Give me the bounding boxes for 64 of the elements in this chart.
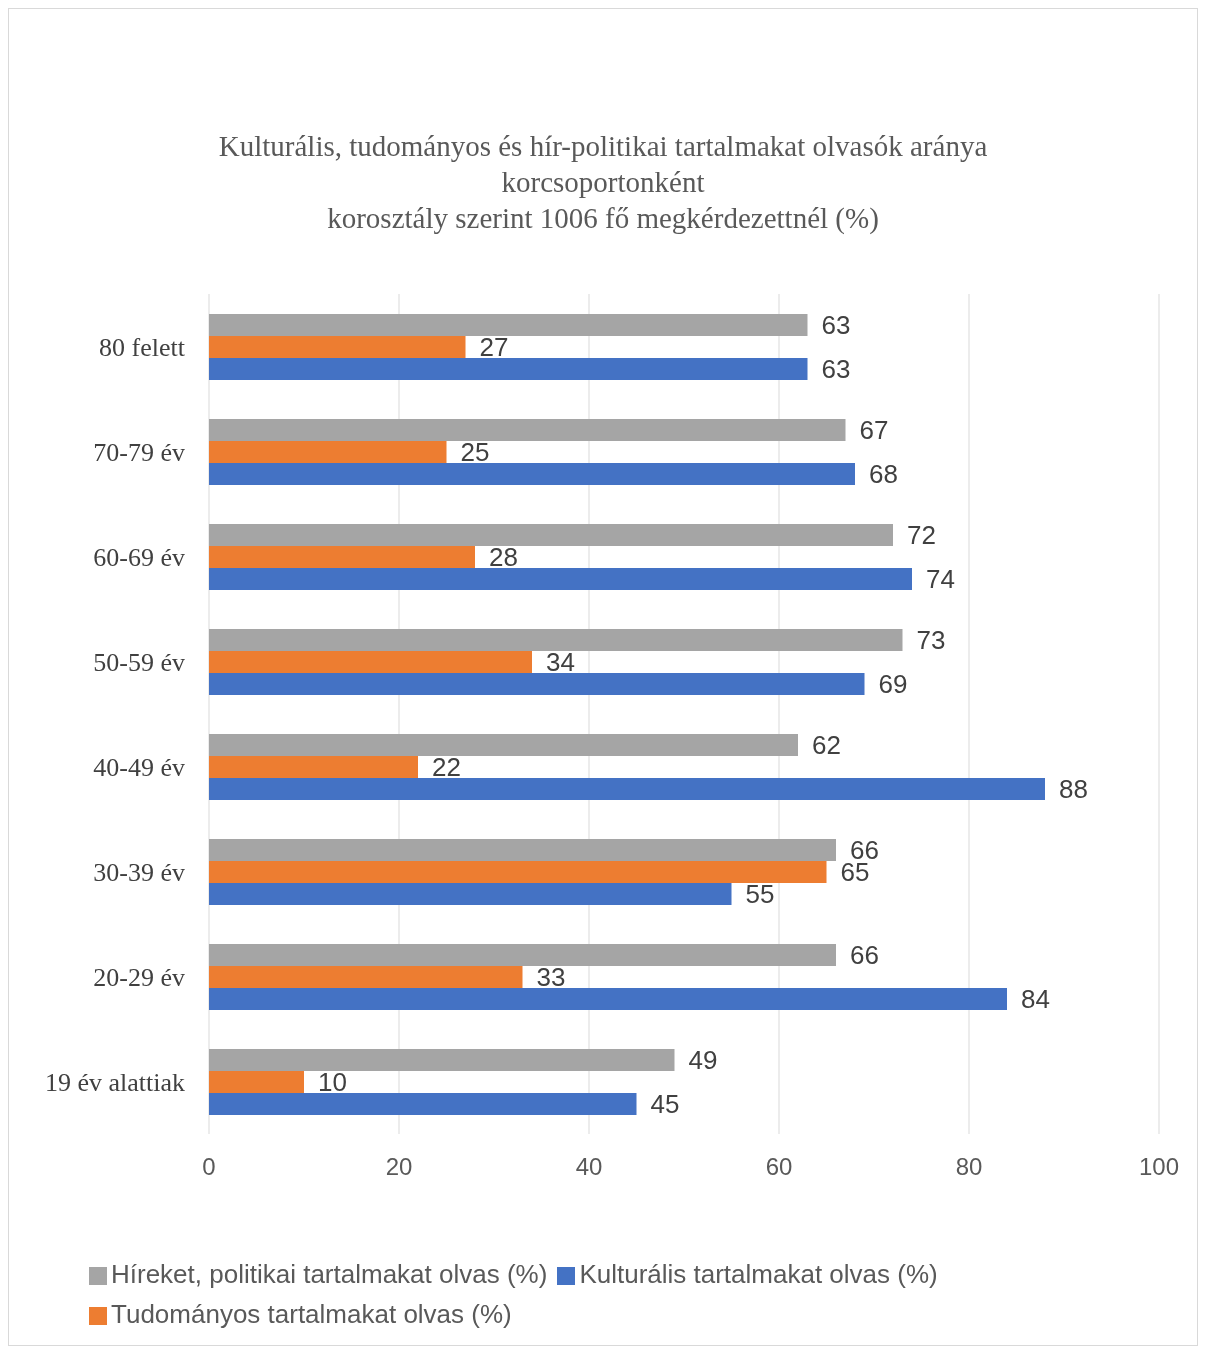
x-tick-label: 60 [765, 1153, 793, 1181]
data-label: 74 [926, 564, 955, 595]
bar [209, 777, 1045, 800]
bar [209, 987, 1007, 1010]
bar [209, 545, 475, 568]
data-label: 10 [318, 1067, 347, 1098]
legend-label: Híreket, politikai tartalmakat olvas (%) [111, 1259, 548, 1289]
data-label: 27 [479, 332, 509, 363]
x-tick-label: 20 [385, 1153, 413, 1181]
bar [209, 860, 827, 883]
bar [209, 672, 865, 695]
data-label: 63 [821, 310, 851, 341]
data-label: 66 [850, 940, 879, 971]
y-tick-label: 19 év alattiak [44, 1067, 185, 1097]
y-tick-label: 70-79 év [93, 437, 185, 467]
data-label: 63 [821, 354, 851, 385]
bar [209, 882, 732, 905]
bar [209, 357, 808, 380]
data-label: 84 [1021, 984, 1050, 1015]
data-label: 28 [489, 542, 518, 573]
data-label: 45 [650, 1089, 680, 1120]
data-label: 33 [536, 962, 566, 993]
bar [209, 965, 523, 988]
bar [209, 567, 912, 590]
y-tick-label: 20-29 év [93, 962, 185, 992]
data-label: 34 [546, 647, 575, 678]
y-tick-label: 50-59 év [93, 647, 185, 677]
bar [209, 1070, 304, 1093]
chart-title: Kulturális, tudományos és hír-politikai tartalmakat olvasók aránya korcsoportonként korosztály szerint 1006 fő megkérdezettnél (%) [217, 129, 989, 236]
bar [209, 523, 893, 546]
x-tick-label: 100 [1138, 1153, 1180, 1181]
bar [209, 755, 418, 778]
data-label: 69 [878, 669, 908, 700]
data-label: 68 [869, 459, 898, 490]
data-label: 72 [907, 520, 936, 551]
legend-label: Kulturális tartalmakat olvas (%) [579, 1259, 938, 1289]
bar [209, 1092, 637, 1115]
y-tick-label: 60-69 év [93, 542, 185, 572]
bar [209, 335, 466, 358]
x-tick-label: 0 [202, 1153, 216, 1181]
bar [209, 440, 447, 463]
x-tick-label: 40 [575, 1153, 603, 1181]
x-tick-label: 80 [955, 1153, 983, 1181]
bar [209, 1048, 675, 1071]
y-tick-label: 30-39 év [93, 857, 185, 887]
bar [209, 418, 846, 441]
data-label: 22 [432, 752, 461, 783]
bar [209, 838, 836, 861]
data-label: 49 [688, 1045, 718, 1076]
data-label: 25 [460, 437, 490, 468]
data-label: 62 [812, 730, 841, 761]
bar [209, 943, 836, 966]
bar [209, 650, 532, 673]
data-label: 55 [745, 879, 775, 910]
legend-label: Tudományos tartalmakat olvas (%) [111, 1299, 512, 1329]
bar [209, 313, 808, 336]
data-label: 88 [1059, 774, 1088, 805]
y-tick-label: 40-49 év [93, 752, 185, 782]
bar [209, 462, 855, 485]
y-tick-label: 80 felett [99, 332, 186, 362]
data-label: 73 [916, 625, 946, 656]
bar [209, 733, 798, 756]
bar [209, 628, 903, 651]
data-label: 67 [859, 415, 889, 446]
